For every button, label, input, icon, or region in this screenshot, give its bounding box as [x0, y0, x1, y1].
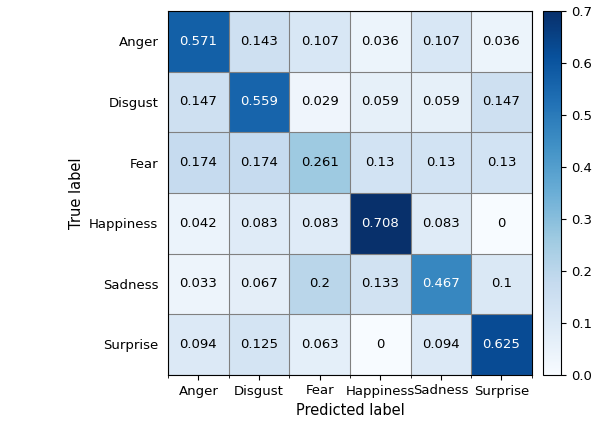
Text: 0.029: 0.029: [301, 96, 338, 108]
Text: 0.083: 0.083: [422, 217, 460, 230]
Text: 0.13: 0.13: [365, 156, 395, 169]
Text: 0.571: 0.571: [179, 35, 217, 48]
Text: 0.143: 0.143: [240, 35, 278, 48]
Text: 0: 0: [497, 217, 506, 230]
X-axis label: Predicted label: Predicted label: [296, 403, 404, 418]
Text: 0.059: 0.059: [422, 96, 460, 108]
Text: 0.2: 0.2: [309, 278, 330, 290]
Text: 0.133: 0.133: [361, 278, 399, 290]
Text: 0.059: 0.059: [361, 96, 399, 108]
Text: 0.083: 0.083: [240, 217, 278, 230]
Text: 0.036: 0.036: [482, 35, 520, 48]
Text: 0.083: 0.083: [301, 217, 338, 230]
Text: 0.033: 0.033: [179, 278, 217, 290]
Text: 0.261: 0.261: [301, 156, 338, 169]
Text: 0.174: 0.174: [179, 156, 217, 169]
Text: 0.147: 0.147: [179, 96, 217, 108]
Text: 0.174: 0.174: [240, 156, 278, 169]
Text: 0.147: 0.147: [482, 96, 520, 108]
Text: 0.107: 0.107: [422, 35, 460, 48]
Text: 0.559: 0.559: [240, 96, 278, 108]
Text: 0.13: 0.13: [487, 156, 516, 169]
Text: 0.036: 0.036: [361, 35, 399, 48]
Text: 0.094: 0.094: [179, 338, 217, 351]
Text: 0.107: 0.107: [301, 35, 338, 48]
Y-axis label: True label: True label: [68, 157, 83, 229]
Text: 0: 0: [376, 338, 385, 351]
Text: 0.625: 0.625: [482, 338, 520, 351]
Text: 0.13: 0.13: [426, 156, 455, 169]
Text: 0.708: 0.708: [361, 217, 399, 230]
Text: 0.125: 0.125: [240, 338, 278, 351]
Text: 0.467: 0.467: [422, 278, 460, 290]
Text: 0.094: 0.094: [422, 338, 460, 351]
Text: 0.042: 0.042: [179, 217, 217, 230]
Text: 0.063: 0.063: [301, 338, 338, 351]
Text: 0.1: 0.1: [491, 278, 512, 290]
Text: 0.067: 0.067: [240, 278, 278, 290]
